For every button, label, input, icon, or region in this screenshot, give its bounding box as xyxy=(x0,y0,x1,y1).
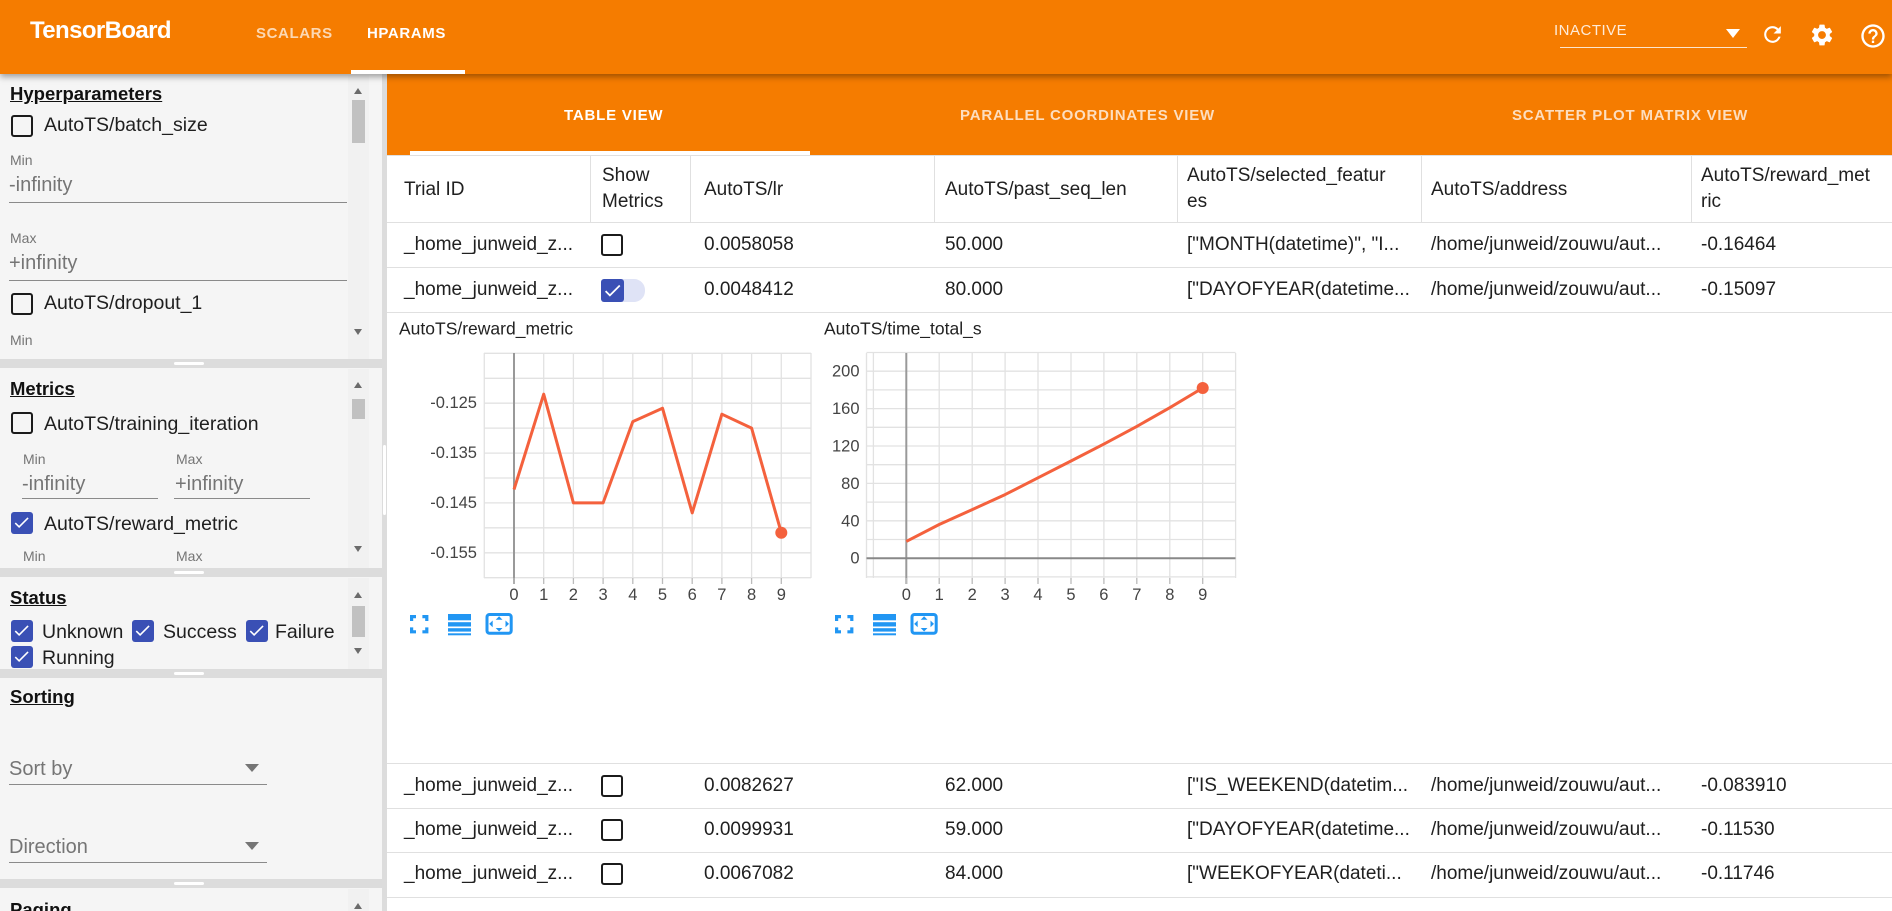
svg-text:0: 0 xyxy=(902,586,911,604)
svg-text:2: 2 xyxy=(569,586,578,604)
svg-text:4: 4 xyxy=(1033,586,1042,604)
svg-text:1: 1 xyxy=(935,586,944,604)
svg-text:-0.135: -0.135 xyxy=(430,444,477,462)
svg-text:-0.125: -0.125 xyxy=(430,394,477,412)
svg-text:7: 7 xyxy=(1132,586,1141,604)
svg-text:0: 0 xyxy=(509,586,518,604)
svg-text:8: 8 xyxy=(747,586,756,604)
svg-text:-0.155: -0.155 xyxy=(430,544,477,562)
svg-text:6: 6 xyxy=(1099,586,1108,604)
svg-text:3: 3 xyxy=(599,586,608,604)
svg-text:1: 1 xyxy=(539,586,548,604)
svg-text:6: 6 xyxy=(688,586,697,604)
svg-text:80: 80 xyxy=(841,475,859,493)
svg-text:4: 4 xyxy=(628,586,637,604)
svg-text:9: 9 xyxy=(1198,586,1207,604)
svg-text:160: 160 xyxy=(832,400,860,418)
svg-text:-0.145: -0.145 xyxy=(430,494,477,512)
svg-text:8: 8 xyxy=(1165,586,1174,604)
svg-text:120: 120 xyxy=(832,438,860,456)
svg-text:0: 0 xyxy=(850,550,859,568)
svg-text:AutoTS/reward_metric: AutoTS/reward_metric xyxy=(399,319,573,340)
svg-text:5: 5 xyxy=(1066,586,1075,604)
svg-text:2: 2 xyxy=(968,586,977,604)
svg-text:3: 3 xyxy=(1001,586,1010,604)
svg-text:7: 7 xyxy=(717,586,726,604)
svg-text:40: 40 xyxy=(841,512,859,530)
svg-text:5: 5 xyxy=(658,586,667,604)
svg-text:200: 200 xyxy=(832,363,860,381)
svg-text:9: 9 xyxy=(777,586,786,604)
svg-text:AutoTS/time_total_s: AutoTS/time_total_s xyxy=(824,319,982,340)
